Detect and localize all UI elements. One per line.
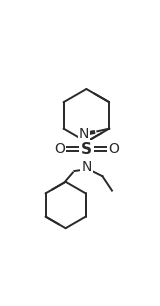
Text: S: S bbox=[81, 141, 92, 156]
Text: O: O bbox=[108, 142, 119, 156]
Text: N: N bbox=[81, 160, 92, 174]
Text: N: N bbox=[78, 127, 89, 141]
Text: O: O bbox=[54, 142, 65, 156]
